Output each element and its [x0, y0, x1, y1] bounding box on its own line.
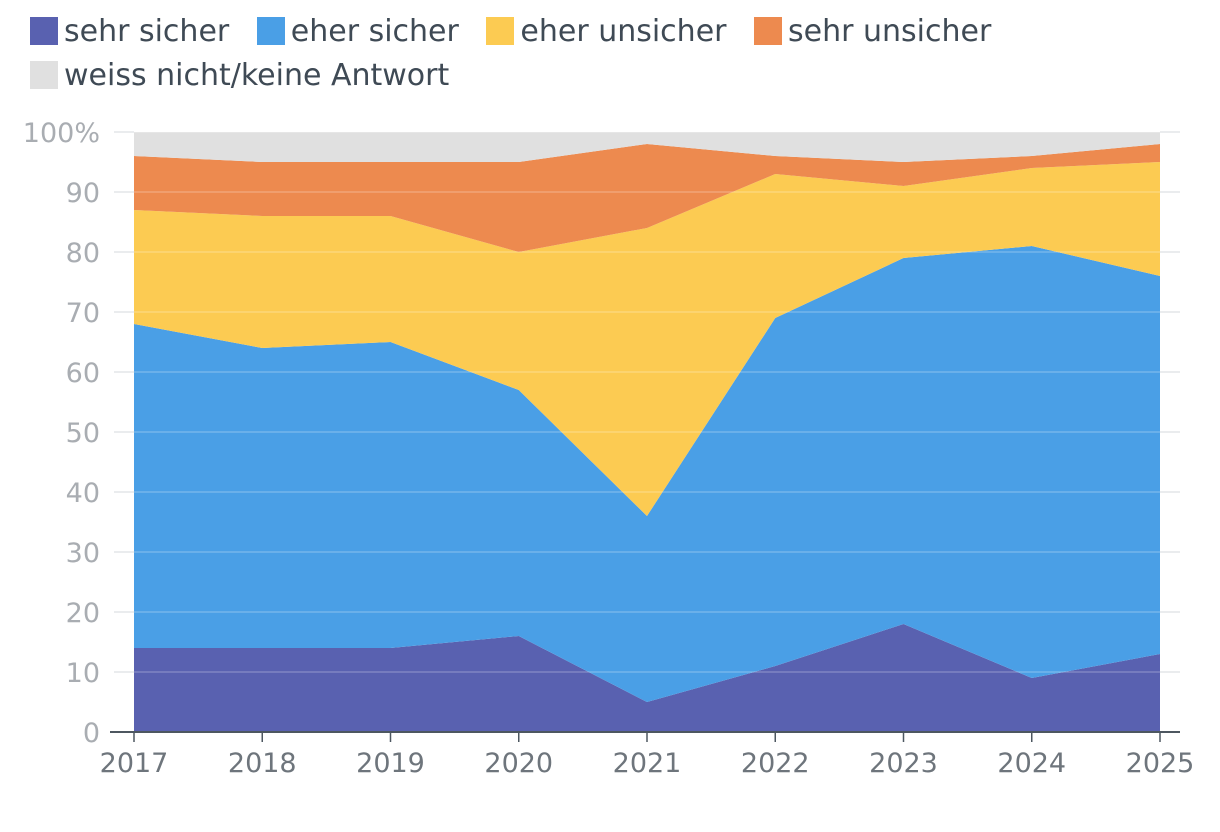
legend-swatch — [486, 17, 515, 45]
x-tick-label: 2021 — [613, 748, 682, 779]
y-tick-label: 70 — [66, 298, 100, 329]
legend-label: eher sicher — [290, 14, 459, 49]
y-tick-label: 100% — [23, 118, 100, 149]
area-series-1 — [134, 246, 1160, 702]
legend-label: sehr unsicher — [788, 14, 992, 49]
y-tick-label: 30 — [66, 538, 100, 569]
legend-swatch — [754, 17, 783, 45]
y-tick-label: 90 — [66, 178, 100, 209]
legend-item-sehr-sicher: sehr sicher — [30, 10, 229, 54]
y-tick-label: 10 — [66, 658, 100, 689]
y-tick-label: 80 — [66, 238, 100, 269]
legend-label: eher unsicher — [520, 14, 727, 49]
legend-item-eher-sicher: eher sicher — [256, 10, 459, 54]
y-tick-label: 0 — [83, 718, 100, 749]
x-tick-label: 2024 — [997, 748, 1066, 779]
x-tick-label: 2020 — [484, 748, 553, 779]
x-tick-label: 2025 — [1126, 748, 1195, 779]
x-tick-label: 2019 — [356, 748, 425, 779]
legend-label: sehr sicher — [64, 14, 230, 49]
legend-item-weiss-nicht: weiss nicht/keine Antwort — [30, 54, 449, 98]
chart-legend: sehr sicher eher sicher eher unsicher se… — [30, 10, 1180, 98]
x-tick-label: 2018 — [228, 748, 297, 779]
area-series-4 — [134, 132, 1160, 162]
area-series-2 — [134, 162, 1160, 516]
y-tick-label: 40 — [66, 478, 100, 509]
x-tick-label: 2023 — [869, 748, 938, 779]
area-series-3 — [134, 144, 1160, 252]
y-tick-label: 20 — [66, 598, 100, 629]
y-tick-label: 60 — [66, 358, 100, 389]
legend-swatch — [30, 17, 58, 45]
x-tick-label: 2022 — [741, 748, 810, 779]
area-series-0 — [134, 624, 1160, 732]
legend-item-sehr-unsicher: sehr unsicher — [754, 10, 991, 54]
legend-swatch — [256, 17, 285, 45]
legend-swatch — [30, 61, 58, 89]
legend-item-eher-unsicher: eher unsicher — [486, 10, 726, 54]
x-tick-label: 2017 — [100, 748, 169, 779]
y-tick-label: 50 — [66, 418, 100, 449]
legend-label: weiss nicht/keine Antwort — [64, 58, 450, 93]
